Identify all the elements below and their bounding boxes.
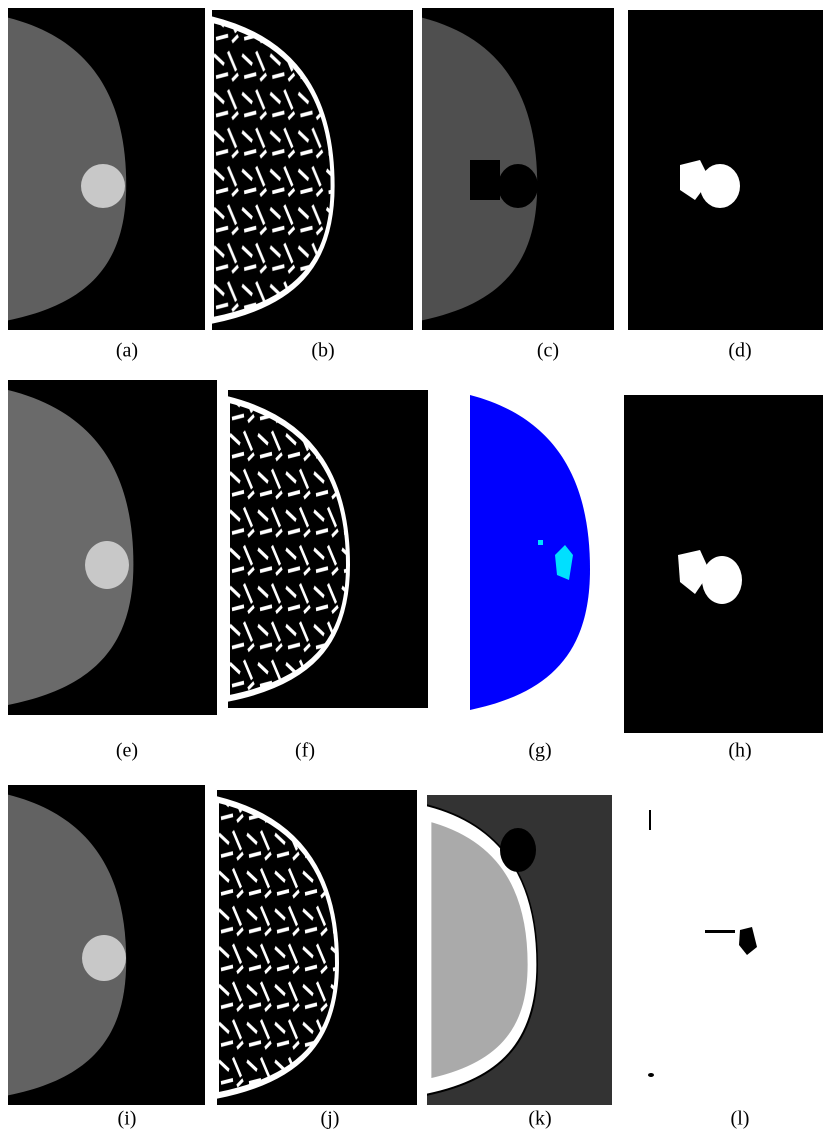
panel-k	[427, 795, 612, 1105]
caption: (l)	[731, 1108, 750, 1130]
caption: (k)	[528, 1108, 551, 1130]
caption: (c)	[537, 340, 559, 362]
panel-j	[217, 790, 417, 1105]
panel-g	[470, 395, 590, 710]
caption: (h)	[728, 740, 751, 762]
panel-i	[8, 785, 205, 1105]
panel-f	[228, 390, 428, 708]
panel-l	[648, 810, 757, 1077]
caption: (j)	[321, 1108, 340, 1130]
caption: (f)	[295, 740, 315, 762]
caption: (b)	[311, 340, 334, 362]
caption: (d)	[728, 340, 751, 362]
panel-e	[8, 380, 217, 715]
panel-c	[422, 8, 614, 330]
figure: (a) (b) (c) (d) (e) (f) (g) (h) (i) (j) …	[0, 0, 823, 1133]
caption: (e)	[116, 740, 138, 762]
caption: (a)	[116, 340, 138, 362]
page: (a) (b) (c) (d) (e) (f) (g) (h) (i) (j) …	[0, 0, 823, 1133]
panel-b	[212, 10, 413, 330]
panel-h	[624, 395, 823, 733]
panel-a	[8, 8, 205, 330]
panel-d	[628, 10, 823, 330]
caption: (g)	[528, 740, 551, 762]
caption: (i)	[118, 1108, 137, 1130]
